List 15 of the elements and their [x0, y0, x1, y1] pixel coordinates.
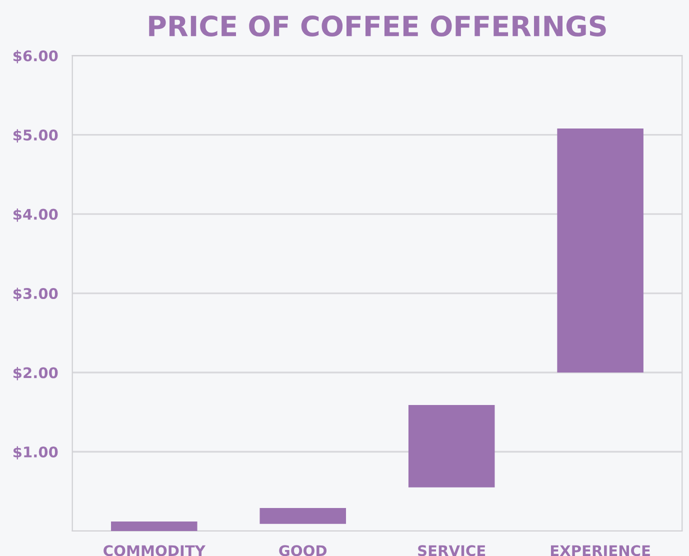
bar	[408, 405, 495, 488]
y-tick-label: $6.00	[13, 50, 58, 64]
bar	[260, 508, 346, 524]
y-tick-label: $2.00	[13, 366, 58, 380]
x-tick-label: COMMODITY	[104, 545, 206, 556]
y-tick-label: $5.00	[13, 129, 58, 143]
y-tick-label: $1.00	[13, 446, 58, 460]
y-tick-label: $4.00	[13, 208, 58, 222]
x-tick-label: SERVICE	[418, 545, 486, 556]
bar	[111, 521, 198, 531]
x-tick-label: EXPERIENCE	[550, 545, 650, 556]
chart-title: PRICE OF COFFEE OFFERINGS	[149, 16, 606, 37]
y-tick-label: $3.00	[13, 288, 58, 301]
x-tick-label: GOOD	[279, 545, 327, 556]
bar	[557, 128, 644, 373]
